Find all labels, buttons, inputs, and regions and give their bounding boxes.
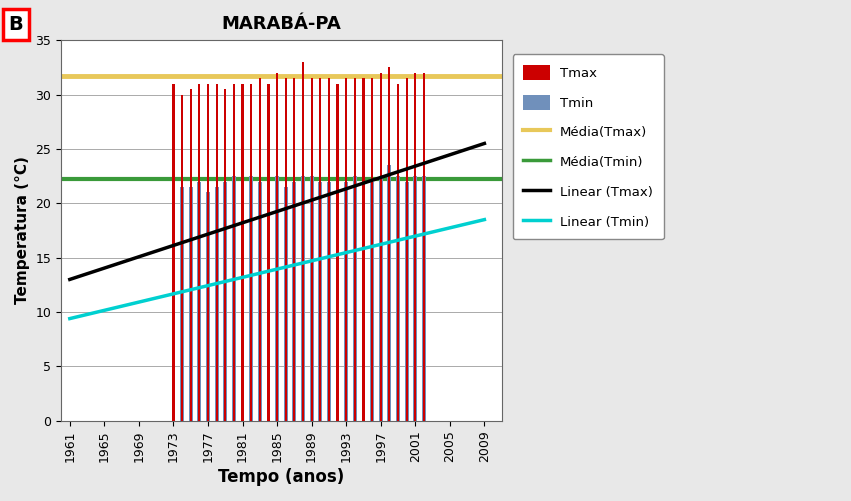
Bar	[224, 89, 226, 421]
Bar	[363, 78, 364, 421]
Bar	[423, 73, 425, 421]
Bar	[414, 176, 417, 421]
Bar	[259, 78, 261, 421]
Bar	[353, 176, 357, 421]
Bar	[422, 176, 426, 421]
Bar	[293, 181, 296, 421]
Bar	[198, 84, 201, 421]
Bar	[405, 181, 408, 421]
Bar	[206, 192, 210, 421]
Bar	[214, 187, 219, 421]
Bar	[276, 73, 278, 421]
Bar	[370, 181, 374, 421]
Bar	[172, 192, 175, 421]
Bar	[249, 176, 253, 421]
Bar	[388, 67, 391, 421]
Bar	[345, 181, 348, 421]
Bar	[232, 176, 236, 421]
Bar	[414, 73, 416, 421]
Bar	[354, 78, 356, 421]
Bar	[397, 84, 399, 421]
Bar	[223, 181, 227, 421]
Bar	[379, 176, 383, 421]
Bar	[371, 78, 374, 421]
Bar	[327, 181, 331, 421]
Bar	[302, 62, 304, 421]
Bar	[180, 187, 184, 421]
Bar	[275, 176, 279, 421]
X-axis label: Tempo (anos): Tempo (anos)	[219, 468, 345, 486]
Bar	[266, 176, 271, 421]
Bar	[387, 165, 391, 421]
Bar	[328, 78, 330, 421]
Bar	[173, 84, 174, 421]
Bar	[318, 181, 323, 421]
Bar	[190, 89, 191, 421]
Bar	[241, 187, 244, 421]
Text: B: B	[9, 15, 23, 34]
Bar	[406, 78, 408, 421]
Title: MARABÁ-PA: MARABÁ-PA	[221, 15, 341, 33]
Bar	[380, 73, 382, 421]
Bar	[285, 78, 287, 421]
Bar	[215, 84, 218, 421]
Legend: Tmax, Tmin, Média(Tmax), Média(Tmin), Linear (Tmax), Linear (Tmin): Tmax, Tmin, Média(Tmax), Média(Tmin), Li…	[512, 54, 664, 239]
Bar	[335, 181, 340, 421]
Bar	[242, 84, 243, 421]
Bar	[233, 84, 235, 421]
Bar	[362, 181, 365, 421]
Bar	[310, 176, 313, 421]
Bar	[250, 84, 252, 421]
Bar	[346, 78, 347, 421]
Bar	[258, 181, 262, 421]
Bar	[301, 176, 305, 421]
Y-axis label: Temperatura (°C): Temperatura (°C)	[15, 156, 30, 305]
Bar	[336, 84, 339, 421]
Bar	[267, 84, 270, 421]
Bar	[284, 187, 288, 421]
Bar	[319, 78, 322, 421]
Bar	[181, 95, 183, 421]
Bar	[197, 181, 201, 421]
Bar	[189, 187, 192, 421]
Bar	[207, 84, 209, 421]
Bar	[311, 78, 312, 421]
Bar	[294, 78, 295, 421]
Bar	[396, 176, 400, 421]
